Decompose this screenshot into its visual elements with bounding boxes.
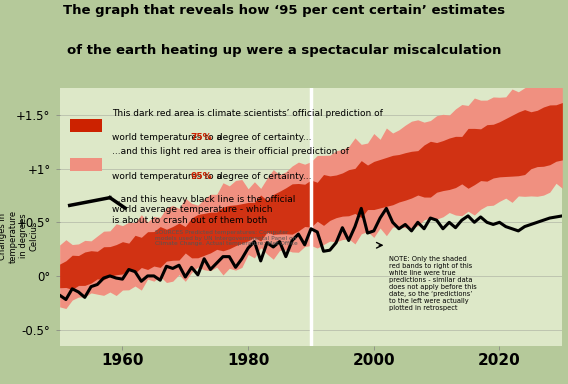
Text: world temperatures to a: world temperatures to a bbox=[112, 172, 225, 181]
Text: world temperatures to a: world temperatures to a bbox=[112, 133, 225, 142]
Bar bbox=[70, 158, 102, 170]
Text: ...and this light red area is their official prediction of: ...and this light red area is their offi… bbox=[112, 147, 349, 157]
Text: Changes in
temperature
in degrees
Celcius: Changes in temperature in degrees Celciu… bbox=[0, 210, 39, 263]
Text: degree of certainty...: degree of certainty... bbox=[215, 133, 312, 142]
Text: degree of certainty...: degree of certainty... bbox=[215, 172, 312, 181]
Text: ...and this heavy black line is the official
world average temperature - which
i: ...and this heavy black line is the offi… bbox=[112, 195, 296, 225]
Text: The graph that reveals how ‘95 per cent certain’ estimates: The graph that reveals how ‘95 per cent … bbox=[63, 5, 505, 17]
Bar bbox=[70, 119, 102, 132]
Text: of the earth heating up were a spectacular miscalculation: of the earth heating up were a spectacul… bbox=[67, 44, 501, 57]
Text: 95%: 95% bbox=[190, 172, 212, 181]
Text: NOTE: Only the shaded
red bands to right of this
white line were true
prediction: NOTE: Only the shaded red bands to right… bbox=[389, 256, 477, 311]
Text: 75%: 75% bbox=[190, 133, 212, 142]
Text: This dark red area is climate scientists’ official prediction of: This dark red area is climate scientists… bbox=[112, 109, 383, 118]
Text: SOURCES Predicted temperatures: Computer
models used by UN Intergovernmental Pan: SOURCES Predicted temperatures: Computer… bbox=[155, 230, 298, 247]
